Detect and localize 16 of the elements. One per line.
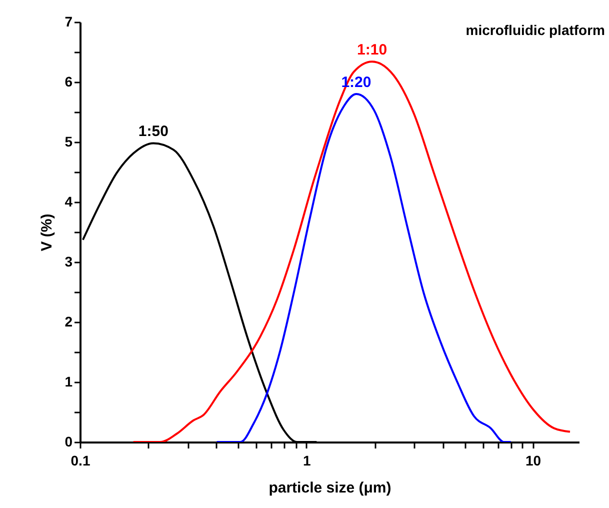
annotation: microfluidic platform [466,22,605,38]
y-tick-label: 0 [64,434,73,450]
series-label: 1:50 [138,123,168,140]
y-tick-label: 3 [64,254,73,270]
y-tick-label: 2 [64,314,73,330]
x-tick-label: 10 [526,452,542,468]
y-tick-label: 6 [64,74,73,90]
series-label: 1:10 [357,42,388,59]
x-tick-label: 1 [302,452,311,468]
x-axis-title: particle size (μm) [268,480,392,496]
y-tick-label: 5 [64,134,73,150]
y-tick-label: 1 [64,374,73,390]
x-tick-label: 0.1 [70,452,90,468]
y-tick-label: 7 [64,14,73,30]
y-axis-title: V (%) [38,214,56,252]
y-tick-label: 4 [64,194,73,210]
